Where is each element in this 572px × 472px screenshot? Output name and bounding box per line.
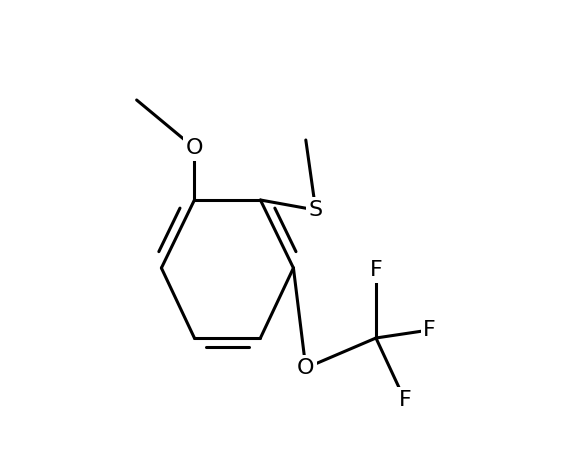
Text: O: O [297,358,315,378]
Text: F: F [399,390,411,410]
Text: S: S [309,200,323,220]
Text: F: F [423,320,436,340]
Text: O: O [186,138,203,158]
Text: F: F [370,260,382,280]
